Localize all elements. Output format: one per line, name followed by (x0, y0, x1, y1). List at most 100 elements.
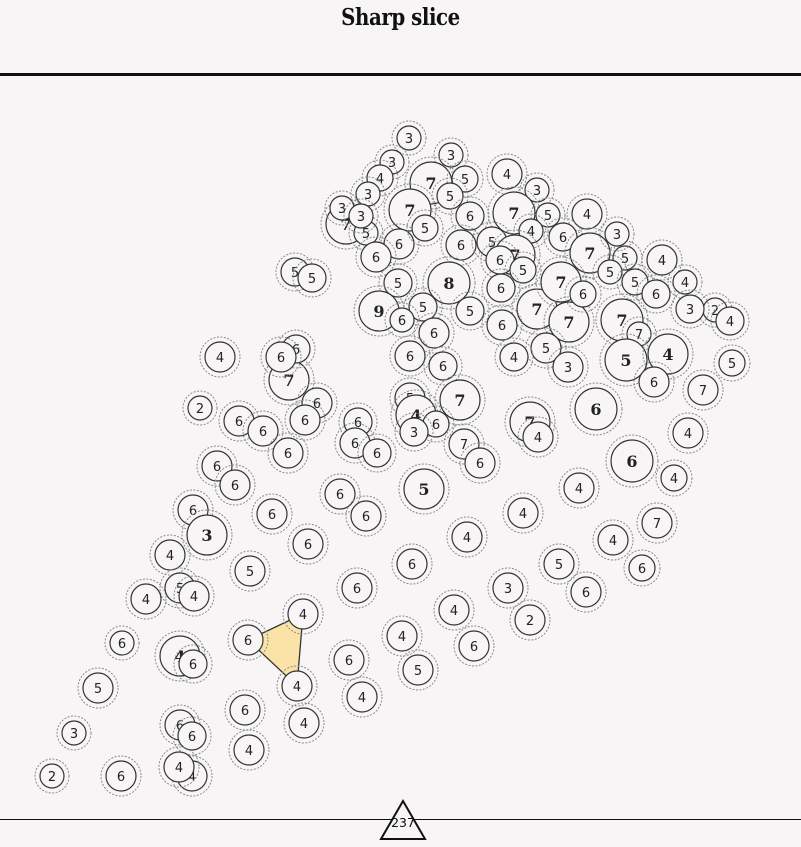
node-circle[interactable] (341, 572, 373, 604)
node-n67[interactable]: 2 (182, 390, 218, 426)
node-extra-5[interactable]: 6 (224, 689, 266, 731)
node-n9[interactable]: 3 (519, 172, 555, 208)
node-n31[interactable]: 3 (599, 216, 635, 252)
node-n98[interactable]: 6 (319, 473, 361, 515)
node-n118[interactable]: 6 (565, 571, 607, 613)
node-circle[interactable] (324, 478, 356, 510)
node-circle[interactable] (360, 241, 392, 273)
node-n50[interactable]: 4 (710, 301, 750, 341)
node-circle[interactable] (402, 654, 434, 686)
node-circle[interactable] (333, 644, 365, 676)
node-n86[interactable]: 6 (357, 433, 397, 473)
node-n18[interactable]: 4 (566, 193, 608, 235)
node-n17[interactable]: 5 (530, 197, 566, 233)
node-circle[interactable] (297, 263, 327, 293)
node-extra-3[interactable]: 5 (397, 649, 439, 691)
node-circle[interactable] (428, 351, 458, 381)
node-circle[interactable] (289, 404, 321, 436)
node-circle[interactable] (672, 269, 698, 295)
node-circle[interactable] (646, 244, 678, 276)
node-n121[interactable]: 2 (509, 599, 551, 641)
node-n112[interactable]: 4 (173, 575, 215, 617)
node-circle[interactable] (178, 580, 210, 612)
node-circle[interactable] (486, 309, 518, 341)
node-circle[interactable] (163, 751, 195, 783)
node-n59[interactable]: 6 (423, 346, 463, 386)
node-n127[interactable]: 4 (381, 615, 423, 657)
node-n126[interactable]: 6 (453, 625, 495, 667)
node-extra-4[interactable]: 4 (341, 676, 383, 718)
node-n91[interactable]: 6 (459, 442, 501, 484)
node-circle[interactable] (687, 374, 719, 406)
node-n95[interactable]: 6 (214, 464, 256, 506)
node-circle[interactable] (672, 417, 704, 449)
node-circle[interactable] (569, 280, 597, 308)
node-circle[interactable] (204, 341, 236, 373)
node-n46[interactable]: 6 (636, 274, 676, 314)
node-circle[interactable] (486, 273, 516, 303)
node-extra-11[interactable]: 2 (34, 758, 70, 794)
node-n109[interactable]: 6 (391, 543, 433, 585)
node-n108[interactable]: 4 (149, 534, 191, 576)
node-n23[interactable]: 6 (543, 217, 583, 257)
node-circle[interactable] (389, 307, 415, 333)
node-circle[interactable] (362, 438, 392, 468)
node-circle[interactable] (660, 464, 688, 492)
node-n25[interactable]: 6 (355, 236, 397, 278)
node-n72[interactable]: 7 (682, 369, 724, 411)
node-n53[interactable]: 5 (713, 344, 751, 382)
node-circle[interactable] (233, 734, 265, 766)
node-n105[interactable]: 4 (446, 516, 488, 558)
node-n110[interactable]: 5 (229, 550, 271, 592)
node-circle[interactable] (411, 214, 439, 242)
node-circle[interactable] (288, 707, 320, 739)
node-circle[interactable] (386, 620, 418, 652)
node-circle[interactable] (548, 222, 578, 252)
node-n96[interactable]: 4 (558, 467, 600, 509)
node-n120[interactable]: 4 (433, 589, 475, 631)
node-circle[interactable] (418, 317, 450, 349)
node-circle[interactable] (641, 279, 671, 309)
node-circle[interactable] (348, 203, 374, 229)
node-n42[interactable]: 5 (450, 291, 490, 331)
node-n20[interactable]: 3 (343, 198, 379, 234)
node-n3[interactable]: 3 (433, 137, 469, 173)
node-circle[interactable] (247, 415, 279, 447)
node-circle[interactable] (399, 417, 429, 447)
node-circle[interactable] (61, 720, 87, 746)
node-circle[interactable] (396, 548, 428, 580)
node-n60[interactable]: 4 (494, 337, 534, 377)
node-circle[interactable] (451, 521, 483, 553)
node-n1[interactable]: 3 (391, 120, 427, 156)
node-n40[interactable]: 6 (481, 268, 521, 308)
node-circle[interactable] (610, 439, 654, 483)
node-n116[interactable]: 4 (125, 578, 167, 620)
node-circle[interactable] (439, 379, 481, 421)
node-circle[interactable] (177, 721, 207, 751)
node-circle[interactable] (178, 649, 208, 679)
node-circle[interactable] (396, 125, 422, 151)
node-n115[interactable]: 6 (336, 567, 378, 609)
node-circle[interactable] (514, 604, 546, 636)
node-circle[interactable] (715, 306, 745, 336)
node-n114[interactable]: 6 (623, 549, 661, 587)
node-circle[interactable] (403, 468, 445, 510)
node-n64[interactable]: 6 (633, 361, 675, 403)
node-n48[interactable]: 6 (564, 275, 602, 313)
node-circle[interactable] (219, 469, 251, 501)
node-n58[interactable]: 5 (525, 327, 567, 369)
node-n71[interactable]: 6 (260, 336, 302, 378)
node-circle[interactable] (455, 296, 485, 326)
node-circle[interactable] (229, 694, 261, 726)
node-n122[interactable]: 6 (227, 619, 269, 661)
node-circle[interactable] (647, 333, 689, 375)
node-n97[interactable]: 5 (398, 463, 450, 515)
node-n104[interactable]: 7 (636, 502, 678, 544)
node-n34[interactable]: 8 (422, 256, 476, 310)
node-n8[interactable]: 4 (486, 153, 528, 195)
node-n119[interactable]: 4 (282, 593, 324, 635)
node-circle[interactable] (458, 630, 490, 662)
node-n65[interactable]: 4 (199, 336, 241, 378)
node-n78[interactable]: 7 (434, 374, 486, 426)
node-circle[interactable] (604, 221, 630, 247)
